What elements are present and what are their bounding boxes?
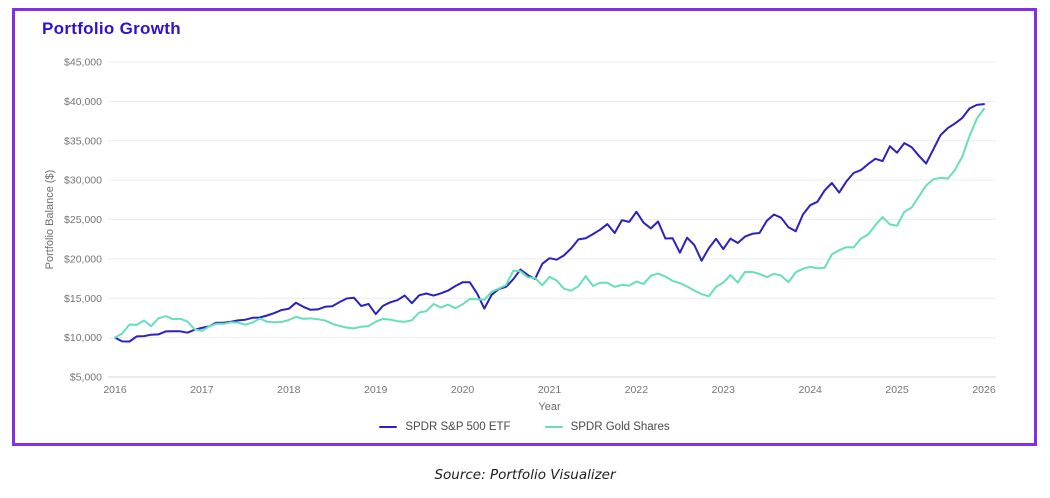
x-axis-tick-label: 2026 <box>972 384 996 396</box>
y-axis-tick-label: $10,000 <box>64 332 102 344</box>
x-axis-tick-label: 2019 <box>364 384 388 396</box>
x-axis-tick-label: 2022 <box>625 384 649 396</box>
chart-card: Portfolio Growth $5,000 $10,000 $15,000 $20… <box>12 8 1037 446</box>
legend-label: SPDR Gold Shares <box>570 421 670 433</box>
x-axis-tick-label: 2025 <box>885 384 909 396</box>
y-axis-tick-label: $5,000 <box>70 372 102 384</box>
y-axis-tick-label: $45,000 <box>64 57 102 69</box>
x-axis-tick-label: 2016 <box>103 384 127 396</box>
legend-label: SPDR S&P 500 ETF <box>405 421 511 433</box>
y-axis-tick-label: $30,000 <box>64 175 102 187</box>
x-axis-tick-label: 2023 <box>712 384 736 396</box>
x-axis-tick-label: 2024 <box>799 384 823 396</box>
source-note: Source: Portfolio Visualizer <box>434 467 616 483</box>
y-axis-title: Portfolio Balance ($) <box>44 170 56 270</box>
legend-swatch <box>544 425 563 429</box>
y-axis-tick-label: $40,000 <box>64 96 102 108</box>
chart-title: Portfolio Growth <box>42 19 181 38</box>
sp500-line[interactable] <box>114 103 985 343</box>
x-axis-tick-label: 2020 <box>451 384 475 396</box>
y-axis-tick-label: $35,000 <box>64 135 102 147</box>
legend-swatch <box>379 425 398 429</box>
x-axis-title: Year <box>538 401 561 413</box>
y-axis-tick-label: $15,000 <box>64 293 102 305</box>
y-axis-tick-label: $25,000 <box>64 214 102 226</box>
x-axis-tick-label: 2021 <box>538 384 562 396</box>
chart-legend: SPDR S&P 500 ETF SPDR Gold Shares <box>15 421 1034 433</box>
gold-line[interactable] <box>114 107 985 339</box>
x-axis-tick-label: 2018 <box>277 384 301 396</box>
legend-item[interactable]: SPDR Gold Shares <box>544 421 670 433</box>
x-axis-tick-label: 2017 <box>190 384 214 396</box>
portfolio-growth-chart[interactable]: $5,000 $10,000 $15,000 $20,000 $25,000 $30,00… <box>15 11 1034 443</box>
y-axis-tick-label: $20,000 <box>64 253 102 265</box>
legend-item[interactable]: SPDR S&P 500 ETF <box>379 421 511 433</box>
